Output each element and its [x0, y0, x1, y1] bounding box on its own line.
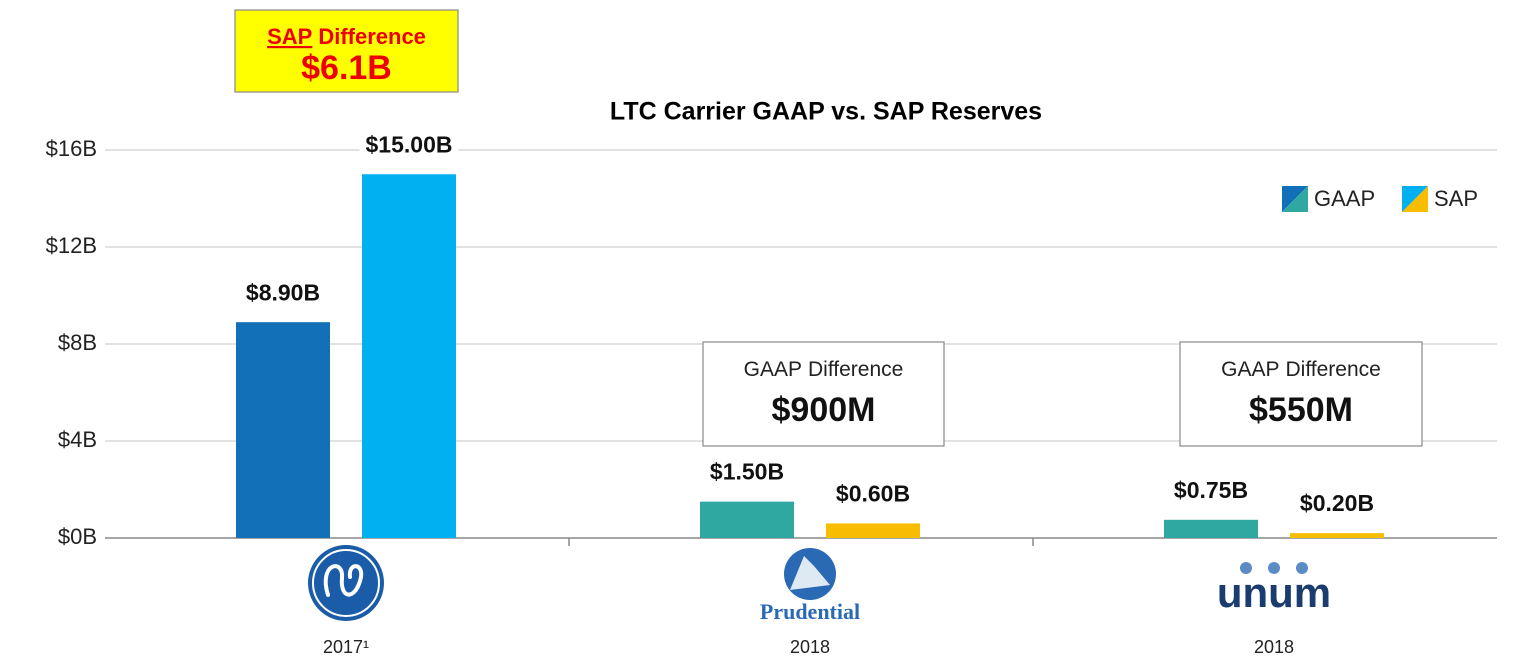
x-tick-label: 2017¹ — [323, 637, 369, 657]
y-tick-label: $16B — [46, 136, 97, 161]
logo-dot — [1240, 562, 1252, 574]
bar — [826, 523, 920, 538]
logo-ring — [312, 549, 380, 617]
annotation-word: GAAP — [1221, 358, 1279, 381]
data-label: $8.90B — [246, 279, 320, 305]
logo-dot — [1296, 562, 1308, 574]
y-tick-label: $0B — [58, 524, 97, 549]
logo-dot — [1268, 562, 1280, 574]
x-tick-label: 2018 — [790, 637, 830, 657]
bar — [1164, 519, 1258, 538]
bar — [362, 174, 456, 538]
annotation-box — [702, 341, 945, 447]
logo — [308, 545, 384, 621]
data-label: $15.00B — [366, 131, 453, 157]
data-label: $0.20B — [1300, 490, 1374, 516]
bar — [1290, 533, 1384, 538]
label-bg — [359, 129, 459, 160]
logo-rock — [790, 556, 830, 590]
bar — [236, 322, 330, 538]
annotation-word: GAAP — [744, 358, 802, 381]
data-label: $1.50B — [710, 459, 784, 485]
annotation-word: Difference — [318, 24, 426, 49]
annotation-word: Difference — [808, 358, 903, 381]
x-tick-label: 2018 — [1254, 637, 1294, 657]
logo-text: unum — [1217, 569, 1331, 616]
annotation-label: SAP Difference — [267, 24, 426, 49]
y-tick-label: $12B — [46, 233, 97, 258]
legend-swatch — [1282, 186, 1308, 212]
annotation-word: SAP — [267, 24, 312, 49]
annotation-label: GAAP Difference — [1221, 358, 1381, 381]
annotation-value: $900M — [772, 391, 876, 429]
annotation-value: $550M — [1249, 391, 1353, 429]
legend-swatch — [1402, 186, 1428, 212]
annotation-word: Difference — [1286, 358, 1381, 381]
data-label: $0.60B — [836, 481, 910, 507]
data-label: $0.75B — [1174, 477, 1248, 503]
legend-label: SAP — [1434, 186, 1478, 211]
annotation-box — [1179, 341, 1423, 447]
logo-text: Prudential — [760, 599, 860, 624]
y-tick-label: $4B — [58, 427, 97, 452]
annotation-box — [234, 9, 459, 93]
logo-script — [323, 564, 364, 597]
bar — [700, 501, 794, 538]
legend-label: GAAP — [1314, 186, 1375, 211]
chart-title: LTC Carrier GAAP vs. SAP Reserves — [610, 98, 1042, 126]
annotation-label: GAAP Difference — [744, 358, 904, 381]
annotation-value: $6.1B — [301, 49, 392, 87]
y-tick-label: $8B — [58, 330, 97, 355]
